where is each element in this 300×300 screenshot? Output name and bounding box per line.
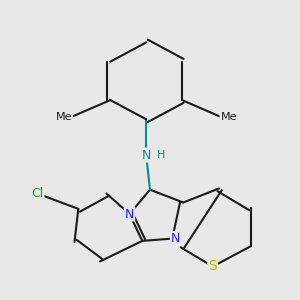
- Text: Me: Me: [56, 112, 72, 122]
- Text: N: N: [171, 232, 180, 245]
- Text: N: N: [142, 148, 151, 162]
- Text: Me: Me: [220, 112, 237, 122]
- Text: Cl: Cl: [31, 187, 44, 200]
- Text: H: H: [156, 150, 165, 160]
- Text: S: S: [208, 260, 217, 274]
- Text: N: N: [125, 208, 134, 220]
